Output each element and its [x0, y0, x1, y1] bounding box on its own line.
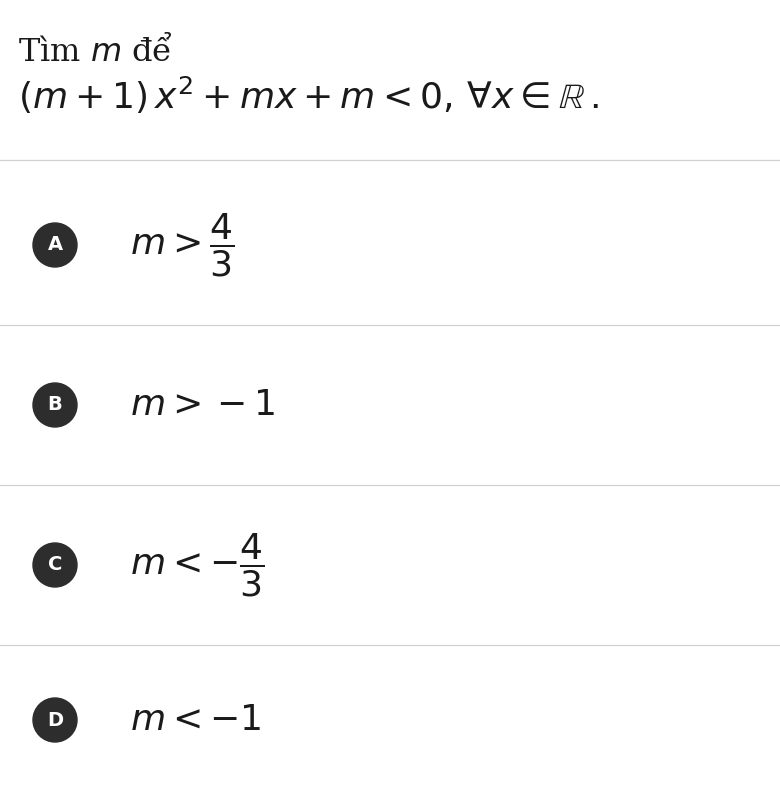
Text: A: A	[48, 236, 62, 254]
Text: Tìm $m$ để: Tìm $m$ để	[18, 35, 173, 68]
Text: D: D	[47, 711, 63, 729]
Text: C: C	[48, 555, 62, 575]
Circle shape	[33, 698, 77, 742]
Text: $m < -\dfrac{4}{3}$: $m < -\dfrac{4}{3}$	[130, 531, 264, 599]
Circle shape	[33, 223, 77, 267]
Text: $m > \dfrac{4}{3}$: $m > \dfrac{4}{3}$	[130, 212, 235, 279]
Text: B: B	[48, 395, 62, 415]
Text: $m < -1$: $m < -1$	[130, 703, 261, 737]
Circle shape	[33, 543, 77, 587]
Text: $m > -1$: $m > -1$	[130, 388, 275, 422]
Text: $(m+1)\,x^2 + mx + m < 0,\,\forall x \in \mathbb{R}\,.$: $(m+1)\,x^2 + mx + m < 0,\,\forall x \in…	[18, 75, 599, 116]
Circle shape	[33, 383, 77, 427]
